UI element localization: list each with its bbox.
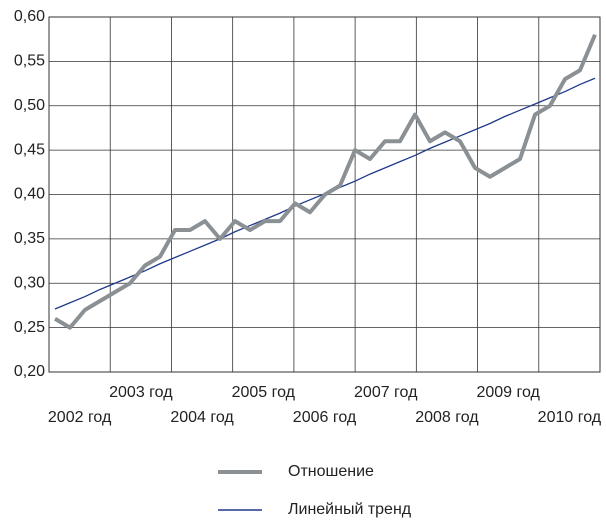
y-tick-label: 0,35 xyxy=(14,230,45,247)
y-tick-label: 0,40 xyxy=(14,186,45,203)
x-tick-label: 2006 год xyxy=(293,409,357,426)
y-tick-label: 0,50 xyxy=(14,97,45,114)
y-tick-label: 0,25 xyxy=(14,319,45,336)
x-tick-label: 2009 год xyxy=(476,384,540,401)
x-tick-label: 2007 год xyxy=(354,384,418,401)
x-tick-label: 2004 год xyxy=(170,409,234,426)
legend-label: Отношение xyxy=(288,463,374,480)
y-tick-label: 0,55 xyxy=(14,53,45,70)
y-tick-label: 0,45 xyxy=(14,141,45,158)
x-tick-label: 2003 год xyxy=(109,384,173,401)
x-tick-label: 2005 год xyxy=(232,384,296,401)
y-tick-label: 0,60 xyxy=(14,8,45,25)
y-tick-label: 0,30 xyxy=(14,274,45,291)
legend-label: Линейный тренд xyxy=(288,501,412,518)
x-tick-label: 2002 год xyxy=(48,409,112,426)
series-line xyxy=(53,33,597,330)
plot-frame xyxy=(48,16,601,373)
y-tick-label: 0,20 xyxy=(14,363,45,380)
x-tick-label: 2008 год xyxy=(415,409,479,426)
x-tick-label: 2010 год xyxy=(538,409,602,426)
